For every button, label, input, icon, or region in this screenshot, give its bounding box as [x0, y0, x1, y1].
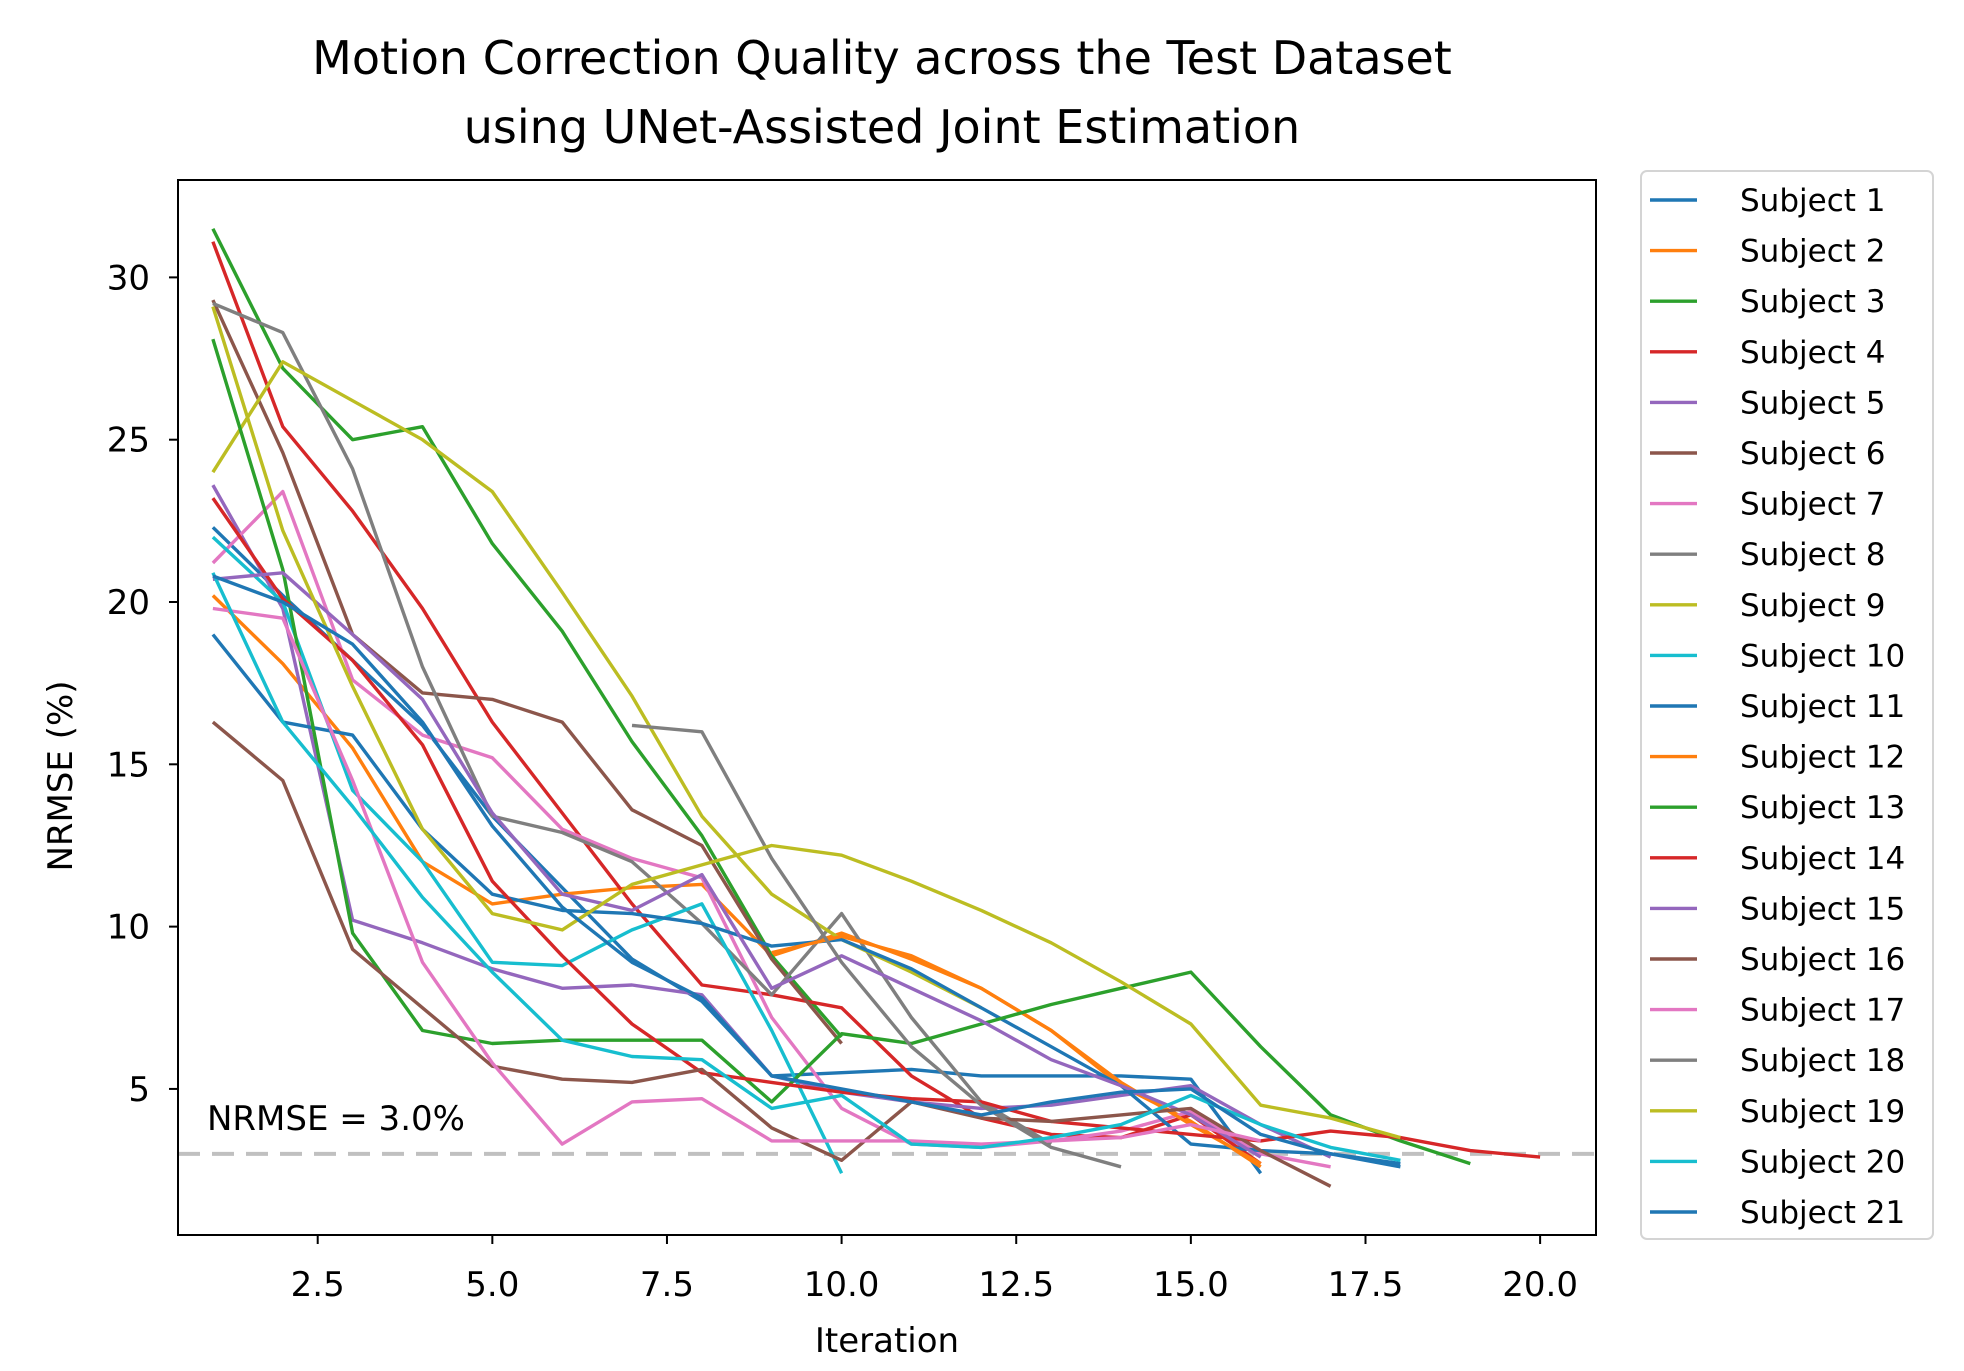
legend-label: Subject 4	[1740, 335, 1885, 371]
reference-line-label: NRMSE = 3.0%	[207, 1099, 465, 1139]
y-axis-label: NRMSE (%)	[41, 680, 81, 871]
legend-label: Subject 1	[1740, 183, 1885, 219]
legend-label: Subject 13	[1740, 790, 1905, 826]
legend-label: Subject 16	[1740, 942, 1905, 978]
legend-label: Subject 11	[1740, 689, 1905, 725]
x-tick-label: 12.5	[978, 1265, 1054, 1305]
series-line-15	[212, 571, 1262, 1159]
legend-label: Subject 8	[1740, 537, 1885, 573]
x-axis-label: Iteration	[815, 1321, 959, 1361]
y-tick-label: 15	[107, 745, 150, 785]
legend-label: Subject 9	[1740, 588, 1885, 624]
y-tick-label: 10	[107, 908, 150, 948]
series-line-4	[211, 241, 1262, 1165]
series-line-7	[211, 489, 1331, 1169]
legend-label: Subject 18	[1740, 1043, 1905, 1079]
chart-title-line-1: Motion Correction Quality across the Tes…	[312, 31, 1452, 85]
series-line-17	[212, 606, 1262, 1146]
legend-label: Subject 7	[1740, 487, 1885, 523]
legend-label: Subject 14	[1740, 841, 1905, 877]
chart-title-line-2: using UNet-Assisted Joint Estimation	[464, 100, 1300, 154]
legend-label: Subject 20	[1740, 1144, 1905, 1180]
legend-label: Subject 21	[1740, 1195, 1905, 1231]
plot-frame	[177, 179, 1597, 1236]
x-tick-label: 5.0	[465, 1265, 519, 1305]
y-tick-label: 5	[128, 1070, 150, 1110]
legend-box	[1640, 170, 1934, 1240]
x-tick-label: 15.0	[1153, 1265, 1229, 1305]
legend-label: Subject 3	[1740, 284, 1885, 320]
series-line-13	[211, 338, 1471, 1166]
legend-label: Subject 15	[1740, 891, 1905, 927]
y-tick-label: 25	[107, 421, 150, 461]
series-line-21	[212, 574, 1401, 1169]
series-line-16	[211, 720, 1332, 1188]
legend-label: Subject 10	[1740, 638, 1905, 674]
legend-label: Subject 2	[1740, 234, 1885, 270]
series-line-8	[212, 301, 1053, 1146]
series-line-19	[211, 306, 1401, 1140]
series-line-12	[771, 934, 1262, 1166]
x-tick-label: 17.5	[1328, 1265, 1404, 1305]
x-tick-label: 2.5	[291, 1265, 345, 1305]
y-tick-label: 20	[107, 583, 150, 623]
legend-label: Subject 12	[1740, 740, 1905, 776]
x-tick-label: 7.5	[640, 1265, 694, 1305]
legend-label: Subject 6	[1740, 436, 1885, 472]
series-line-6	[211, 299, 843, 1045]
series-line-20	[211, 572, 1401, 1162]
y-tick-label: 30	[107, 258, 150, 298]
legend-label: Subject 5	[1740, 385, 1885, 421]
legend-label: Subject 19	[1740, 1094, 1905, 1130]
legend-label: Subject 17	[1740, 993, 1905, 1029]
series-line-3	[211, 227, 843, 1039]
x-tick-label: 20.0	[1502, 1265, 1578, 1305]
series-line-14	[211, 497, 1541, 1159]
x-tick-label: 10.0	[804, 1265, 880, 1305]
